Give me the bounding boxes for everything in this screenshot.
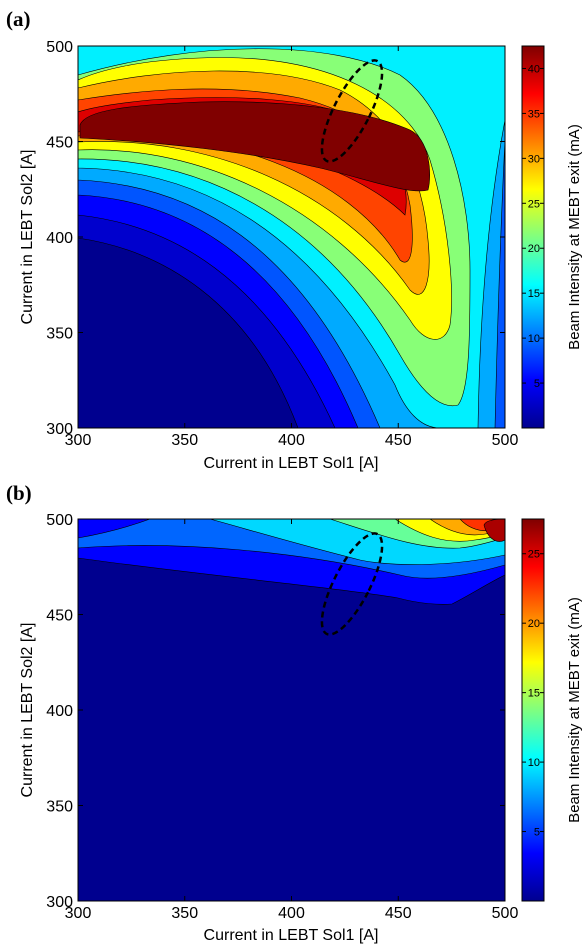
- panel-b-contours: [78, 519, 505, 901]
- y-tick-label: 450: [46, 135, 73, 152]
- panel-a-colorbar-ticks: 5 10 15 20 25 30 35 40: [522, 63, 544, 390]
- x-tick-label: 400: [278, 432, 305, 449]
- y-tick-label: 350: [46, 326, 73, 343]
- panel-b-label: (b): [6, 481, 32, 505]
- x-tick-label: 500: [492, 905, 519, 922]
- colorbar-tick-label: 20: [528, 243, 540, 255]
- panel-b-colorbar-ticks: 5 10 15 20 25: [522, 549, 544, 839]
- y-tick-label: 500: [46, 512, 73, 529]
- panel-a-y-axis-label: Current in LEBT Sol2 [A]: [19, 150, 36, 325]
- panel-b-ticks: 300 350 400 450 500 300 350 400 450 500: [46, 512, 518, 922]
- colorbar-tick-label: 30: [528, 153, 540, 165]
- panel-a-ticks: 300 350 400 450 500 300 350 400 450 500: [46, 39, 518, 449]
- x-tick-label: 350: [171, 905, 198, 922]
- panel-b-colorbar-label: Beam Intensity at MEBT exit (mA): [566, 597, 583, 823]
- x-tick-label: 500: [492, 432, 519, 449]
- colorbar-tick-label: 20: [528, 618, 540, 630]
- panel-a-annotation-ellipse: [320, 59, 384, 163]
- panel-a: (a) 300 350 400 450 500 300 350 400 450 500 Curre…: [6, 7, 583, 472]
- x-tick-label: 450: [385, 905, 412, 922]
- colorbar-tick-label: 10: [528, 757, 540, 769]
- x-tick-label: 400: [278, 905, 305, 922]
- panel-a-x-axis-label: Current in LEBT Sol1 [A]: [204, 455, 379, 472]
- colorbar-tick-label: 15: [528, 288, 540, 300]
- colorbar-tick-label: 10: [528, 333, 540, 345]
- x-tick-label: 450: [385, 432, 412, 449]
- colorbar-tick-label: 25: [528, 549, 540, 561]
- colorbar-tick-label: 5: [534, 378, 540, 390]
- colorbar-tick-label: 35: [528, 108, 540, 120]
- panel-b-colorbar: [521, 518, 545, 902]
- panel-a-colorbar-label: Beam Intensity at MEBT exit (mA): [566, 124, 583, 350]
- y-tick-label: 300: [46, 421, 73, 438]
- panel-b: (b) 300 350 400 450 500 300 350 400 450 500 Curre…: [6, 481, 583, 944]
- panel-b-y-axis-label: Current in LEBT Sol2 [A]: [19, 623, 36, 798]
- colorbar-tick-label: 25: [528, 198, 540, 210]
- y-tick-label: 450: [46, 608, 73, 625]
- contour-level-8: [483, 519, 505, 542]
- x-tick-label: 350: [171, 432, 198, 449]
- panel-a-label: (a): [6, 7, 31, 31]
- colorbar-tick-label: 15: [528, 688, 540, 700]
- y-tick-label: 400: [46, 230, 73, 247]
- colorbar-tick-label: 5: [534, 827, 540, 839]
- colorbar-tick-label: 40: [528, 63, 540, 75]
- y-tick-label: 500: [46, 39, 73, 56]
- panel-a-contours: [78, 46, 505, 428]
- y-tick-label: 300: [46, 894, 73, 911]
- x-tick-label: 300: [65, 905, 92, 922]
- contour-level-11: [79, 101, 430, 192]
- y-tick-label: 350: [46, 799, 73, 816]
- panel-b-annotation-ellipse: [320, 532, 384, 636]
- panel-a-colorbar: [521, 45, 545, 429]
- panel-b-x-axis-label: Current in LEBT Sol1 [A]: [204, 927, 379, 944]
- x-tick-label: 300: [65, 432, 92, 449]
- y-tick-label: 400: [46, 703, 73, 720]
